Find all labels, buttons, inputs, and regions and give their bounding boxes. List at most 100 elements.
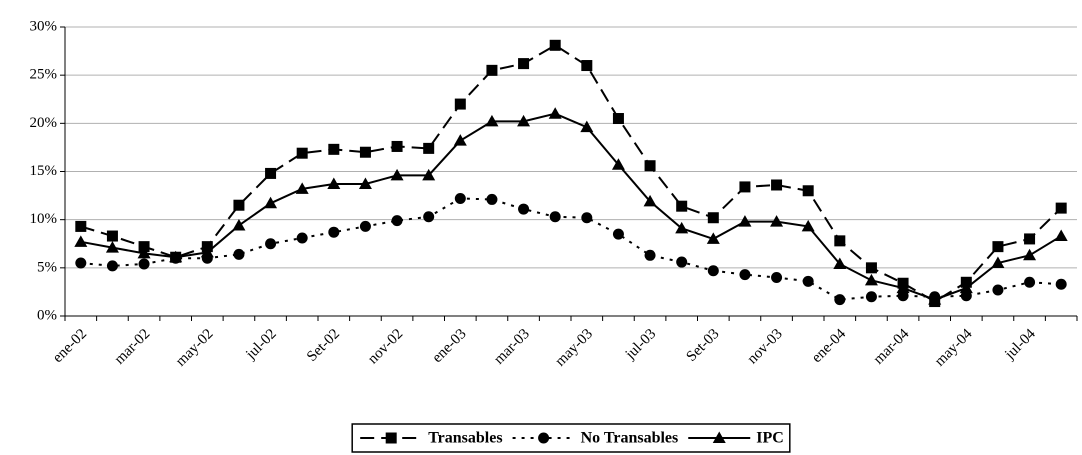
point — [391, 140, 403, 152]
point — [833, 257, 847, 269]
point — [739, 269, 751, 281]
point — [106, 260, 118, 272]
point — [422, 168, 436, 181]
point — [75, 220, 87, 232]
series-line — [80, 112, 1062, 301]
point — [358, 177, 372, 190]
x-tick-label: nov-02 — [365, 326, 406, 367]
point — [865, 291, 877, 303]
point — [265, 238, 277, 250]
point — [928, 293, 942, 305]
point — [232, 218, 246, 231]
x-tick-label: mar-04 — [871, 326, 913, 368]
point — [581, 60, 593, 72]
point — [992, 241, 1004, 253]
point — [1023, 248, 1037, 261]
point — [105, 241, 119, 253]
point — [739, 181, 751, 193]
y-tick-label: 30% — [30, 18, 58, 34]
point — [200, 245, 214, 258]
y-tick-label: 0% — [37, 307, 57, 323]
point — [391, 215, 403, 227]
x-tick-label: ene-04 — [809, 326, 850, 367]
point — [138, 241, 150, 253]
point — [359, 146, 371, 158]
point — [738, 215, 752, 227]
point — [834, 294, 846, 306]
point — [106, 230, 118, 242]
point — [385, 432, 397, 444]
point — [1055, 202, 1067, 214]
x-tick-label: mar-02 — [112, 326, 154, 368]
x-tick-label: may-04 — [932, 326, 976, 370]
y-tick-label: 20% — [30, 115, 58, 131]
point — [453, 134, 467, 146]
point — [612, 113, 624, 125]
point — [676, 200, 688, 212]
point — [296, 232, 308, 244]
point — [712, 431, 726, 443]
point — [169, 250, 183, 263]
point — [486, 193, 498, 205]
legend: Transables No Transables IPC — [351, 423, 791, 453]
point — [896, 281, 910, 294]
point — [834, 235, 846, 247]
x-tick-label: ene-03 — [429, 326, 469, 366]
y-tick-label: 15% — [30, 163, 58, 179]
point — [675, 221, 689, 234]
point — [549, 211, 561, 223]
series-line — [80, 197, 1062, 301]
point — [138, 258, 150, 270]
point — [707, 212, 719, 224]
point — [580, 120, 594, 133]
legend-label: No Transables — [581, 430, 679, 447]
point — [770, 215, 784, 227]
point — [328, 143, 340, 155]
point — [359, 220, 371, 232]
point — [423, 211, 435, 223]
point — [801, 219, 815, 232]
y-tick-label: 5% — [37, 259, 57, 275]
x-tick-label: may-02 — [173, 326, 217, 370]
x-tick-label: jul-02 — [242, 326, 279, 363]
point — [265, 167, 277, 179]
point — [327, 177, 341, 190]
x-tick-label: may-03 — [552, 326, 596, 370]
point — [1024, 276, 1036, 288]
point — [548, 107, 562, 119]
point — [864, 273, 878, 286]
point — [1054, 229, 1068, 242]
point — [74, 235, 88, 247]
x-tick-label: jul-03 — [622, 326, 659, 363]
point — [423, 142, 435, 154]
point — [959, 281, 973, 294]
point — [264, 196, 278, 209]
point — [538, 432, 550, 444]
point — [549, 39, 561, 51]
point — [707, 265, 719, 277]
point — [518, 203, 530, 215]
x-tick-label: Set-02 — [304, 326, 343, 365]
point — [865, 262, 877, 274]
legend-label: Transables — [428, 430, 502, 447]
point — [992, 284, 1004, 296]
point — [328, 226, 340, 238]
x-tick-label: jul-04 — [1001, 326, 1039, 364]
x-tick-label: ene-02 — [50, 326, 90, 366]
point — [644, 160, 656, 172]
point — [233, 248, 245, 260]
point — [991, 256, 1005, 269]
point — [485, 114, 499, 127]
point — [454, 98, 466, 110]
point — [518, 58, 530, 70]
point — [454, 192, 466, 204]
point — [390, 168, 404, 181]
x-tick-label: mar-03 — [491, 326, 533, 368]
point — [706, 232, 720, 244]
point — [295, 182, 309, 194]
point — [137, 246, 151, 259]
point — [771, 271, 783, 283]
point — [644, 249, 656, 261]
y-tick-label: 25% — [30, 67, 58, 83]
